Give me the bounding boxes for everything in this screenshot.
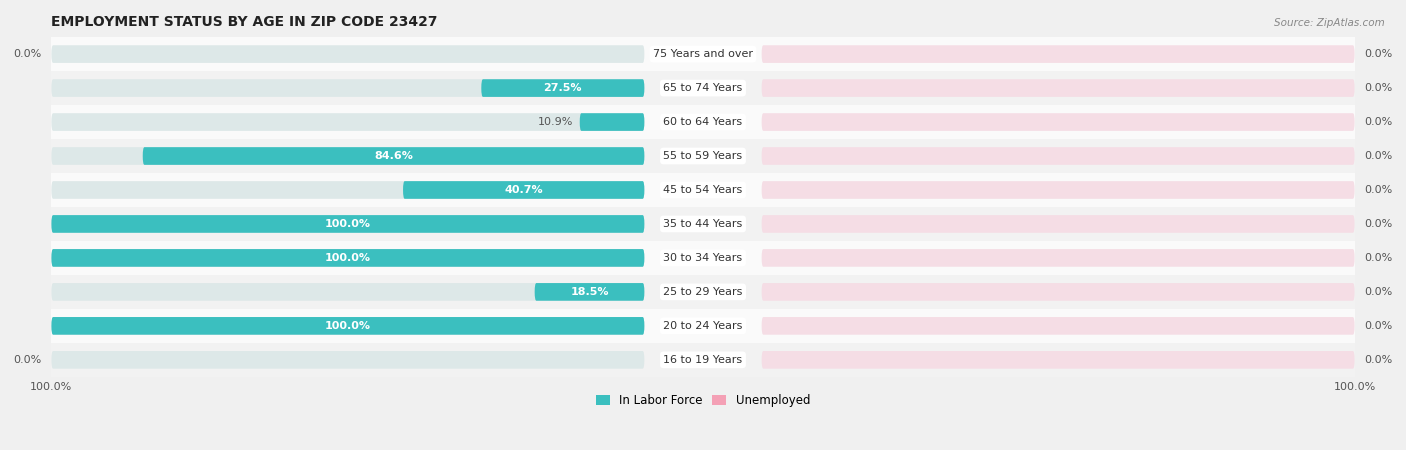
- FancyBboxPatch shape: [762, 113, 1354, 131]
- FancyBboxPatch shape: [52, 45, 644, 63]
- FancyBboxPatch shape: [52, 215, 644, 233]
- Text: 25 to 29 Years: 25 to 29 Years: [664, 287, 742, 297]
- FancyBboxPatch shape: [52, 249, 644, 267]
- FancyBboxPatch shape: [762, 147, 1354, 165]
- Text: 0.0%: 0.0%: [14, 49, 42, 59]
- Text: 55 to 59 Years: 55 to 59 Years: [664, 151, 742, 161]
- Bar: [52, 343, 1354, 377]
- Text: 35 to 44 Years: 35 to 44 Years: [664, 219, 742, 229]
- Text: 0.0%: 0.0%: [1364, 83, 1392, 93]
- Text: 0.0%: 0.0%: [1364, 253, 1392, 263]
- FancyBboxPatch shape: [52, 181, 644, 199]
- FancyBboxPatch shape: [52, 79, 644, 97]
- Text: 10.9%: 10.9%: [538, 117, 574, 127]
- Text: 65 to 74 Years: 65 to 74 Years: [664, 83, 742, 93]
- Text: 60 to 64 Years: 60 to 64 Years: [664, 117, 742, 127]
- FancyBboxPatch shape: [52, 283, 644, 301]
- Bar: [52, 37, 1354, 71]
- Text: 100.0%: 100.0%: [325, 219, 371, 229]
- Text: 0.0%: 0.0%: [1364, 219, 1392, 229]
- FancyBboxPatch shape: [762, 79, 1354, 97]
- Text: 18.5%: 18.5%: [571, 287, 609, 297]
- FancyBboxPatch shape: [762, 249, 1354, 267]
- Text: 0.0%: 0.0%: [1364, 151, 1392, 161]
- Bar: [52, 139, 1354, 173]
- Text: 45 to 54 Years: 45 to 54 Years: [664, 185, 742, 195]
- Text: 0.0%: 0.0%: [1364, 117, 1392, 127]
- FancyBboxPatch shape: [143, 147, 644, 165]
- FancyBboxPatch shape: [579, 113, 644, 131]
- Bar: [52, 105, 1354, 139]
- Text: 100.0%: 100.0%: [325, 253, 371, 263]
- Bar: [52, 173, 1354, 207]
- FancyBboxPatch shape: [52, 317, 644, 335]
- Text: 75 Years and over: 75 Years and over: [652, 49, 754, 59]
- Text: 40.7%: 40.7%: [505, 185, 543, 195]
- Legend: In Labor Force, Unemployed: In Labor Force, Unemployed: [591, 389, 815, 412]
- FancyBboxPatch shape: [534, 283, 644, 301]
- Text: 20 to 24 Years: 20 to 24 Years: [664, 321, 742, 331]
- FancyBboxPatch shape: [481, 79, 644, 97]
- FancyBboxPatch shape: [762, 45, 1354, 63]
- Text: EMPLOYMENT STATUS BY AGE IN ZIP CODE 23427: EMPLOYMENT STATUS BY AGE IN ZIP CODE 234…: [52, 15, 437, 29]
- FancyBboxPatch shape: [762, 215, 1354, 233]
- Bar: [52, 71, 1354, 105]
- Text: 0.0%: 0.0%: [1364, 321, 1392, 331]
- FancyBboxPatch shape: [762, 181, 1354, 199]
- Text: 100.0%: 100.0%: [325, 321, 371, 331]
- FancyBboxPatch shape: [52, 113, 644, 131]
- Bar: [52, 275, 1354, 309]
- Text: 84.6%: 84.6%: [374, 151, 413, 161]
- Bar: [52, 241, 1354, 275]
- Text: 0.0%: 0.0%: [14, 355, 42, 365]
- FancyBboxPatch shape: [762, 317, 1354, 335]
- FancyBboxPatch shape: [52, 249, 644, 267]
- Bar: [52, 309, 1354, 343]
- Text: 0.0%: 0.0%: [1364, 49, 1392, 59]
- Text: 0.0%: 0.0%: [1364, 287, 1392, 297]
- Text: 16 to 19 Years: 16 to 19 Years: [664, 355, 742, 365]
- FancyBboxPatch shape: [52, 351, 644, 369]
- Bar: [52, 207, 1354, 241]
- FancyBboxPatch shape: [404, 181, 644, 199]
- FancyBboxPatch shape: [52, 215, 644, 233]
- Text: 30 to 34 Years: 30 to 34 Years: [664, 253, 742, 263]
- Text: 0.0%: 0.0%: [1364, 185, 1392, 195]
- Text: 27.5%: 27.5%: [544, 83, 582, 93]
- FancyBboxPatch shape: [52, 147, 644, 165]
- Text: Source: ZipAtlas.com: Source: ZipAtlas.com: [1274, 18, 1385, 28]
- FancyBboxPatch shape: [762, 283, 1354, 301]
- FancyBboxPatch shape: [762, 351, 1354, 369]
- Text: 0.0%: 0.0%: [1364, 355, 1392, 365]
- FancyBboxPatch shape: [52, 317, 644, 335]
